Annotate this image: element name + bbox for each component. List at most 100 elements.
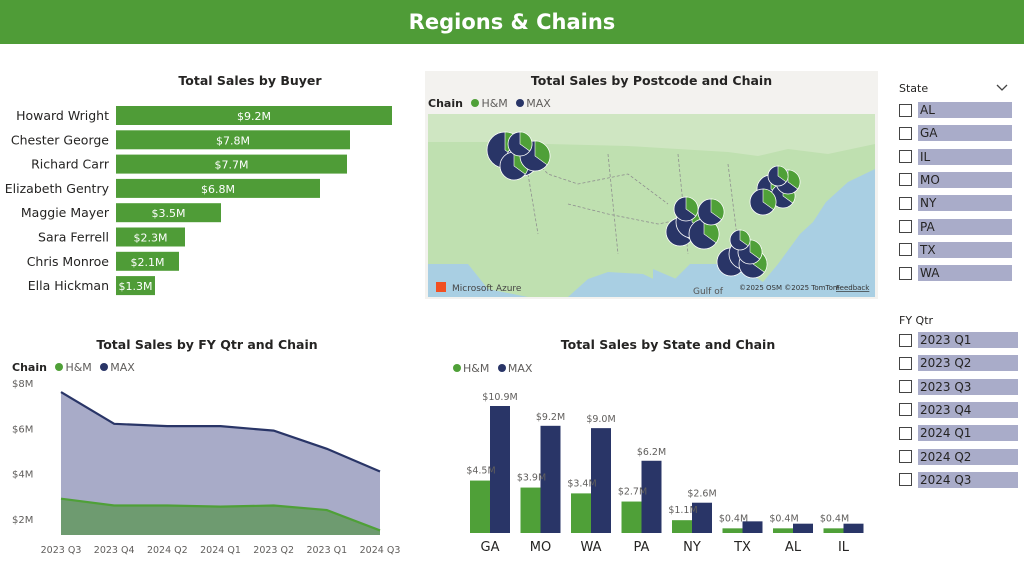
buyer-bar-chart[interactable]: Howard Wright $9.2M Chester George $7.8M Ric… <box>0 100 410 300</box>
slicer-option-label: PA <box>918 218 1012 235</box>
slicer-option[interactable]: 2024 Q1 <box>899 424 1018 442</box>
qtr-area-chart[interactable]: $2M $4M $6M $8M 2023 Q3 2023 Q4 2024 Q2 2024 Q1… <box>0 375 410 565</box>
map-legend-title: Chain <box>428 97 463 110</box>
max-area[interactable] <box>61 392 380 535</box>
pacific-south <box>428 264 528 297</box>
map-bubbles[interactable] <box>486 131 801 279</box>
slicer-checkbox[interactable] <box>899 173 912 187</box>
slicer-checkbox[interactable] <box>899 266 912 280</box>
buyer-bar[interactable] <box>116 106 392 125</box>
buyer-bar[interactable] <box>116 227 185 247</box>
slicer-option[interactable]: NY <box>899 194 1012 212</box>
slicer-checkbox[interactable] <box>899 426 912 440</box>
slicer-checkbox[interactable] <box>899 220 912 233</box>
slicer-option[interactable]: 2023 Q2 <box>899 354 1018 372</box>
slicer-option[interactable]: MO <box>899 171 1012 189</box>
hm-value-label: $0.4M <box>769 513 798 524</box>
map-feedback-link[interactable]: Feedback <box>836 284 870 292</box>
postcode-bubble[interactable] <box>697 198 725 226</box>
max-column[interactable] <box>540 425 561 533</box>
state-bar-chart[interactable]: $4.5M $10.9M GA $3.9M $9.2M MO $3.4M $9.0M WA $2.… <box>440 380 880 560</box>
qtr-x-tick: 2023 Q2 <box>253 545 294 556</box>
slicer-option-label: 2023 Q4 <box>918 401 1018 418</box>
slicer-option[interactable]: 2023 Q3 <box>899 378 1018 396</box>
map-visual[interactable]: Total Sales by Postcode and Chain Chain … <box>425 71 878 299</box>
hm-column[interactable] <box>470 480 490 533</box>
gulf-water <box>653 269 728 297</box>
slicer-checkbox[interactable] <box>899 126 912 140</box>
max-column[interactable] <box>742 521 763 533</box>
map-legend-hm: H&M <box>481 97 508 110</box>
buyer-bar[interactable] <box>116 203 221 223</box>
hm-value-label: $4.5M <box>466 466 495 477</box>
hm-column[interactable] <box>672 520 692 533</box>
buyer-name-label: Ella Hickman <box>28 278 109 293</box>
hm-column[interactable] <box>520 487 541 533</box>
hm-column[interactable] <box>823 528 844 533</box>
slicer-option[interactable]: GA <box>899 124 1012 142</box>
buyer-bar[interactable] <box>116 251 179 271</box>
hm-legend-dot <box>471 99 480 107</box>
slicer-checkbox[interactable] <box>899 333 912 347</box>
max-line[interactable] <box>60 391 381 473</box>
slicer-checkbox[interactable] <box>899 150 912 164</box>
buyer-bar[interactable] <box>116 154 347 174</box>
max-column[interactable] <box>793 523 813 533</box>
slicer-checkbox[interactable] <box>899 380 912 394</box>
hm-column[interactable] <box>773 528 793 533</box>
qtr-x-tick: 2023 Q4 <box>94 545 135 556</box>
max-value-label: $9.2M <box>536 412 565 423</box>
slicer-checkbox[interactable] <box>899 356 912 370</box>
slicer-option[interactable]: 2023 Q4 <box>899 401 1018 419</box>
qtr-x-tick: 2024 Q2 <box>147 545 188 556</box>
max-column[interactable] <box>490 406 510 533</box>
slicer-option[interactable]: AL <box>899 101 1012 119</box>
hm-column[interactable] <box>621 501 642 533</box>
hm-line[interactable] <box>60 497 381 532</box>
state-slicer[interactable]: State AL GA IL MO NY PA TX WA <box>899 80 1014 282</box>
buyer-bar[interactable] <box>116 178 320 198</box>
postcode-bubble[interactable] <box>729 229 751 251</box>
max-column[interactable] <box>641 460 662 533</box>
qtr-x-tick: 2023 Q1 <box>306 545 347 556</box>
slicer-checkbox[interactable] <box>899 403 912 417</box>
page-title: Regions & Chains <box>408 10 616 34</box>
hm-column[interactable] <box>571 493 591 533</box>
slicer-option[interactable]: TX <box>899 241 1012 259</box>
slicer-option[interactable]: 2023 Q1 <box>899 331 1018 349</box>
slicer-option[interactable]: IL <box>899 148 1012 166</box>
max-value-label: $2.6M <box>687 489 716 500</box>
hm-value-label: $1.1M <box>668 505 697 516</box>
slicer-checkbox[interactable] <box>899 196 912 210</box>
qtr-slicer[interactable]: FY Qtr 2023 Q1 2023 Q2 2023 Q3 2023 Q4 2024 … <box>899 312 1024 492</box>
max-column[interactable] <box>843 523 864 533</box>
max-column[interactable] <box>692 502 712 533</box>
slicer-checkbox[interactable] <box>899 103 912 117</box>
max-value-label: $9.0M <box>586 414 615 425</box>
hm-area[interactable] <box>61 498 380 535</box>
postcode-bubble[interactable] <box>749 188 777 216</box>
postcode-bubble[interactable] <box>673 196 699 222</box>
hm-column[interactable] <box>722 528 743 533</box>
qtr-y-tick: $6M <box>12 424 33 435</box>
slicer-option[interactable]: 2024 Q3 <box>899 471 1018 489</box>
state-chart-title: Total Sales by State and Chain <box>560 337 776 352</box>
postcode-bubble[interactable] <box>767 165 789 187</box>
chevron-down-icon[interactable] <box>996 84 1008 92</box>
map-canvas[interactable]: Microsoft Azure Gulf of ©2025 OSM ©2025 … <box>428 114 875 297</box>
slicer-checkbox[interactable] <box>899 450 912 463</box>
max-column[interactable] <box>591 428 611 533</box>
postcode-bubble[interactable] <box>507 131 533 157</box>
azure-logo-text: Microsoft Azure <box>452 284 522 294</box>
buyer-bar[interactable] <box>116 130 350 150</box>
slicer-option[interactable]: WA <box>899 264 1012 282</box>
slicer-checkbox[interactable] <box>899 473 912 487</box>
slicer-option-label: 2023 Q2 <box>918 355 1018 372</box>
hm-legend-dot <box>453 364 461 372</box>
slicer-option[interactable]: 2024 Q2 <box>899 448 1018 466</box>
slicer-option[interactable]: PA <box>899 218 1012 236</box>
buyer-bar[interactable] <box>116 276 155 296</box>
qtr-y-tick: $4M <box>12 470 33 481</box>
state-x-label: GA <box>481 540 500 555</box>
slicer-checkbox[interactable] <box>899 243 912 257</box>
